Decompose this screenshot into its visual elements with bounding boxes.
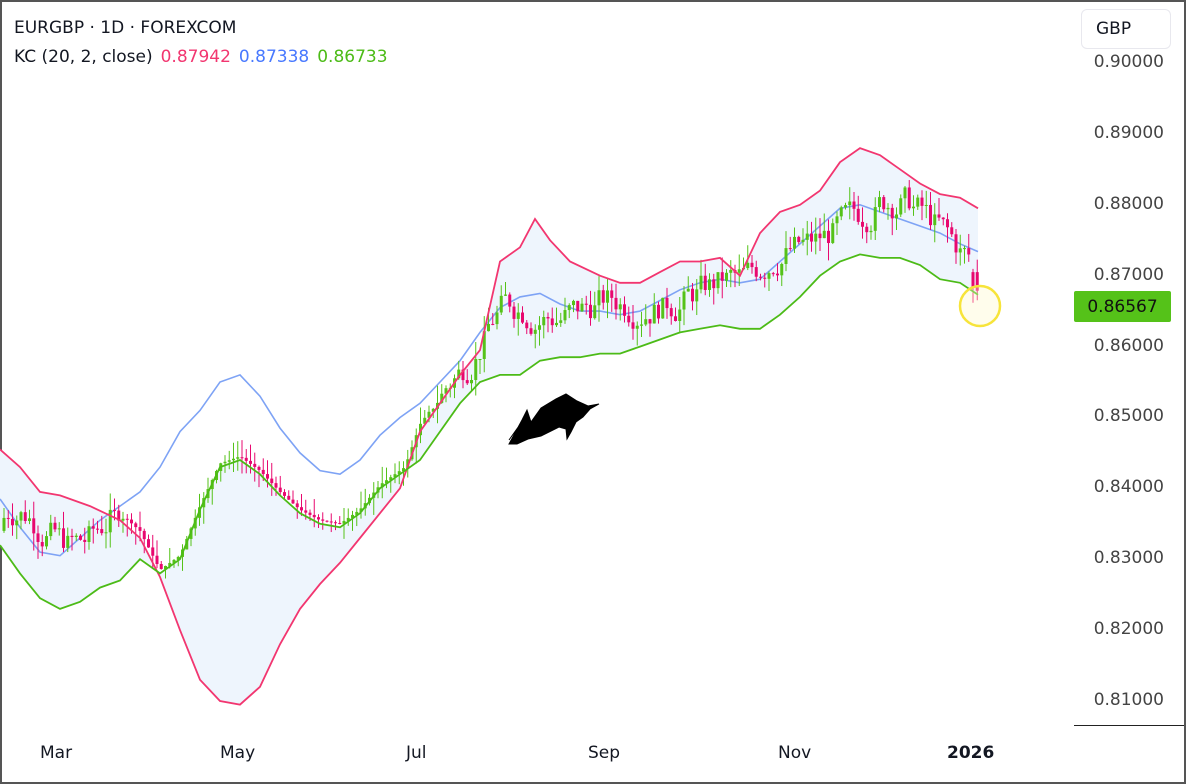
price-axis-label: 0.81000 <box>1093 690 1164 710</box>
kc-upper-line <box>0 147 979 706</box>
indicator-legend[interactable]: KC (20, 2, close) 0.87942 0.87338 0.86733 <box>14 43 388 72</box>
candles <box>2 180 979 579</box>
kc-band-fill <box>0 148 978 705</box>
kc-lower-line <box>0 253 979 610</box>
time-label-jul: Jul <box>406 743 427 763</box>
price-axis-label: 0.82000 <box>1093 619 1164 640</box>
price-axis-label: 0.83000 <box>1093 548 1164 569</box>
time-label-2026: 2026 <box>947 743 995 763</box>
symbol-title[interactable]: EURGBP · 1D · FOREXCOM <box>14 18 237 38</box>
time-label-may: May <box>220 743 256 763</box>
chart-legend: EURGBP · 1D · FOREXCOM KC (20, 2, close)… <box>14 14 388 72</box>
kc-upper-value: 0.87942 <box>160 47 231 67</box>
price-axis-label: 0.90000 <box>1093 52 1164 72</box>
currency-button[interactable]: GBP <box>1081 9 1171 49</box>
price-axis-label: 0.89000 <box>1093 122 1164 143</box>
price-axis-label: 0.84000 <box>1093 477 1164 498</box>
price-plot-area[interactable] <box>0 0 1074 725</box>
price-axis-label: 0.86000 <box>1093 335 1164 356</box>
time-label-sep: Sep <box>588 743 621 763</box>
kc-middle-line <box>0 203 979 557</box>
axis-corner-divider <box>1074 725 1184 726</box>
price-axis-label: 0.88000 <box>1093 193 1164 214</box>
time-label-nov: Nov <box>778 743 812 763</box>
kc-middle-value: 0.87338 <box>238 47 310 67</box>
price-axis-label: 0.85000 <box>1093 406 1164 427</box>
last-candle-highlight-circle <box>958 284 1002 328</box>
bull-icon <box>508 393 600 445</box>
indicator-name: KC (20, 2, close) <box>14 47 153 67</box>
last-price-tag: 0.86567 <box>1074 291 1171 322</box>
time-label-mar: Mar <box>40 743 73 763</box>
price-axis-label: 0.87000 <box>1093 264 1164 285</box>
kc-lower-value: 0.86733 <box>317 47 388 67</box>
